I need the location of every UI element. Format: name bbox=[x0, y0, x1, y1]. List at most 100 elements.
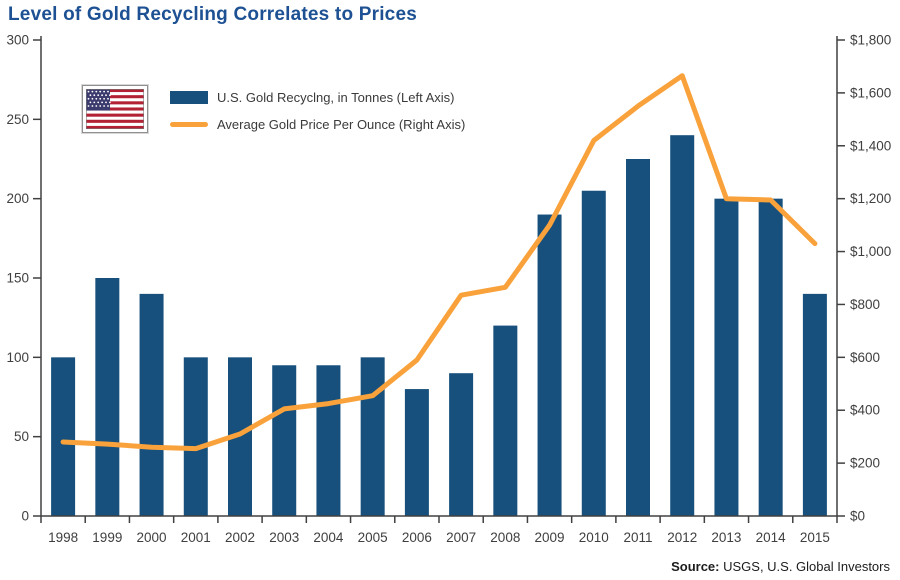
x-axis-year-label: 2004 bbox=[313, 530, 344, 545]
flag-star bbox=[105, 94, 107, 97]
legend-item-recycling: U.S. Gold Recyclng, in Tonnes (Left Axis… bbox=[170, 88, 465, 106]
flag-star bbox=[87, 105, 90, 107]
flag-star bbox=[101, 101, 103, 104]
left-axis-tick-label: 100 bbox=[6, 350, 29, 365]
flag-star bbox=[91, 90, 94, 93]
flag-stripe bbox=[86, 116, 144, 121]
chart-legend: U.S. Gold Recyclng, in Tonnes (Left Axis… bbox=[82, 85, 465, 133]
flag-star bbox=[97, 94, 100, 97]
flag-stripe bbox=[86, 122, 144, 127]
flag-star bbox=[87, 97, 90, 100]
flag-star bbox=[89, 101, 92, 104]
flag-star bbox=[107, 97, 109, 100]
bar-2012 bbox=[670, 135, 695, 516]
x-axis-year-label: 2000 bbox=[137, 530, 167, 545]
right-axis-tick-label: $1,400 bbox=[850, 138, 891, 153]
right-axis-tick-label: $200 bbox=[850, 456, 880, 471]
right-axis-tick-label: $600 bbox=[850, 350, 880, 365]
flag-star bbox=[99, 105, 102, 107]
flag-star bbox=[99, 90, 102, 93]
flag-star bbox=[91, 97, 94, 100]
x-axis-year-label: 2009 bbox=[535, 530, 565, 545]
bar-2013 bbox=[714, 198, 739, 516]
bar-2008 bbox=[493, 325, 518, 516]
flag-star bbox=[105, 101, 107, 104]
flag-stripe bbox=[86, 125, 144, 130]
flag-star bbox=[107, 105, 109, 107]
bar-2005 bbox=[360, 357, 385, 516]
flag-star bbox=[103, 90, 105, 93]
left-axis-tick-label: 0 bbox=[21, 509, 29, 524]
flag-stripe bbox=[86, 113, 144, 117]
gold-price-line bbox=[60, 73, 818, 452]
x-axis-year-label: 2008 bbox=[490, 530, 520, 545]
flag-stripe bbox=[86, 92, 144, 96]
bar-2004 bbox=[316, 365, 341, 516]
flag-star bbox=[93, 101, 96, 104]
right-axis-tick-label: $400 bbox=[850, 403, 880, 418]
bar-2000 bbox=[139, 293, 164, 516]
right-axis-tick-label: $1,200 bbox=[850, 191, 891, 206]
x-axis-year-label: 2003 bbox=[269, 530, 299, 545]
flag-outline bbox=[86, 89, 145, 130]
flag-stripe bbox=[86, 89, 144, 93]
bar-2010 bbox=[581, 190, 606, 516]
left-axis-tick-label: 50 bbox=[14, 429, 29, 444]
x-axis-year-label: 2006 bbox=[402, 530, 432, 545]
left-axis-tick-label: 200 bbox=[6, 191, 29, 206]
right-axis-tick-label: $1,800 bbox=[850, 33, 891, 48]
left-axis-tick-label: 250 bbox=[6, 112, 29, 127]
flag-star bbox=[95, 90, 98, 93]
right-axis-tick-label: $1,000 bbox=[850, 244, 891, 259]
x-axis-year-label: 1999 bbox=[92, 530, 122, 545]
x-axis-year-label: 2010 bbox=[579, 530, 609, 545]
bar-1999 bbox=[95, 278, 120, 516]
flag-star bbox=[99, 97, 102, 100]
left-axis-tick-label: 300 bbox=[6, 33, 29, 48]
flag-star bbox=[107, 90, 109, 93]
flag-stripe bbox=[86, 98, 144, 102]
flag-star bbox=[101, 94, 103, 97]
flag-star bbox=[89, 94, 92, 97]
bar-2015 bbox=[802, 293, 827, 516]
us-flag-icon bbox=[82, 85, 148, 133]
bar-2009 bbox=[537, 214, 562, 517]
x-axis-year-label: 2001 bbox=[181, 530, 211, 545]
bar-2006 bbox=[404, 389, 429, 516]
source-attribution: Source: USGS, U.S. Global Investors bbox=[671, 559, 890, 574]
flag-star bbox=[109, 101, 111, 104]
bar-1998 bbox=[51, 357, 76, 516]
flag-star bbox=[95, 105, 98, 107]
x-axis-year-label: 2007 bbox=[446, 530, 476, 545]
flag-stripe bbox=[86, 110, 144, 114]
source-text: USGS, U.S. Global Investors bbox=[719, 559, 890, 574]
flag-star bbox=[91, 105, 94, 107]
flag-stripe bbox=[86, 104, 144, 108]
x-axis-year-label: 2012 bbox=[667, 530, 697, 545]
us-flag-image bbox=[86, 89, 145, 130]
flag-star bbox=[95, 97, 98, 100]
flag-star bbox=[103, 105, 105, 107]
right-axis-tick-label: $1,600 bbox=[850, 85, 891, 100]
bar-2001 bbox=[183, 357, 208, 516]
flag-star bbox=[87, 90, 90, 93]
bar-2011 bbox=[626, 159, 650, 516]
x-axis-year-label: 2015 bbox=[800, 530, 830, 545]
legend-items: U.S. Gold Recyclng, in Tonnes (Left Axis… bbox=[170, 85, 465, 133]
legend-label-price: Average Gold Price Per Ounce (Right Axis… bbox=[217, 116, 466, 132]
flag-star bbox=[103, 97, 105, 100]
chart-title: Level of Gold Recycling Correlates to Pr… bbox=[8, 4, 417, 25]
source-prefix: Source: bbox=[671, 559, 720, 574]
flag-stripe bbox=[86, 107, 144, 111]
legend-item-price: Average Gold Price Per Ounce (Right Axis… bbox=[170, 115, 465, 133]
x-axis-year-label: 2014 bbox=[756, 530, 787, 545]
x-axis-year-label: 2011 bbox=[623, 530, 652, 545]
bar-series-group bbox=[51, 135, 827, 517]
flag-stripe bbox=[86, 95, 144, 99]
bar-2007 bbox=[449, 373, 474, 516]
right-axis-tick-label: $800 bbox=[850, 297, 880, 312]
x-axis-year-label: 2005 bbox=[358, 530, 388, 545]
right-axis-tick-label: $0 bbox=[850, 509, 865, 524]
flag-star bbox=[93, 94, 96, 97]
